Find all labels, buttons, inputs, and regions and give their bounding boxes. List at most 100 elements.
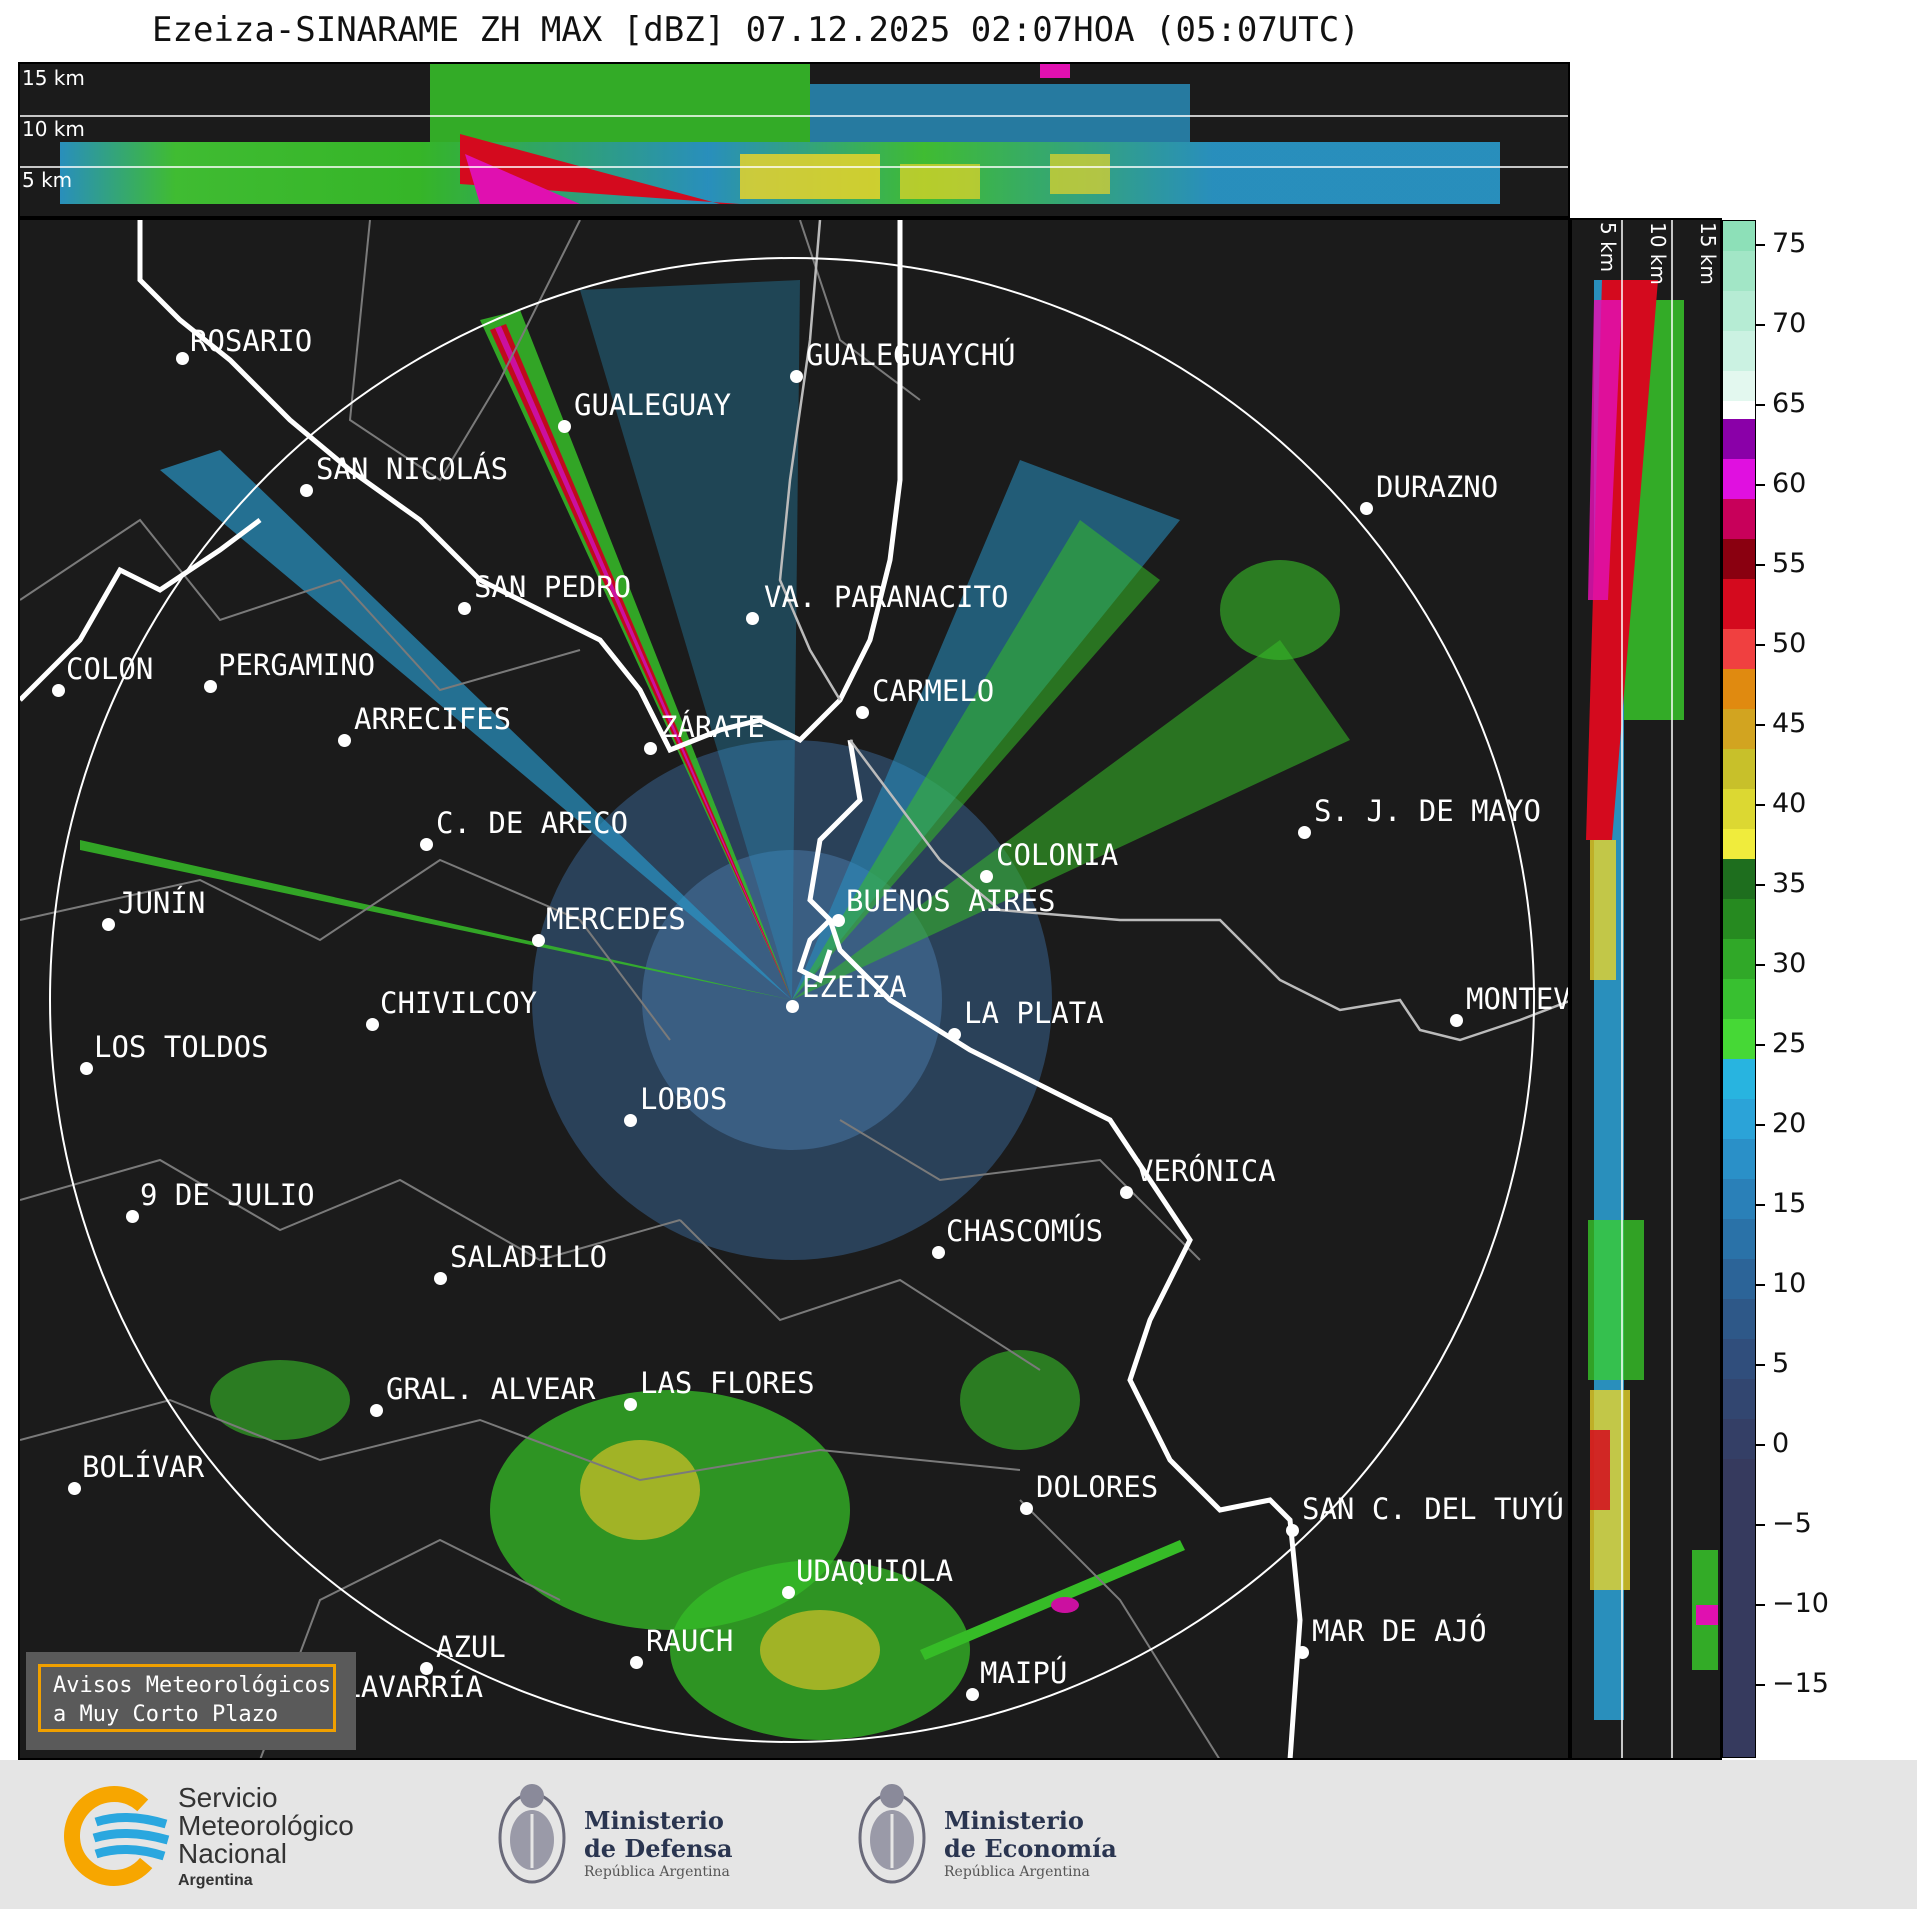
city-dot-veronica <box>1120 1186 1133 1199</box>
colorbar-label-70: 70 <box>1772 308 1807 339</box>
city-label-los-toldos: LOS TOLDOS <box>94 1030 269 1064</box>
city-label-gral-alvear: GRAL. ALVEAR <box>386 1372 596 1406</box>
city-label-dolores: DOLORES <box>1036 1470 1159 1504</box>
city-dot-maipu <box>966 1688 979 1701</box>
colorbar-label-65: 65 <box>1772 388 1807 419</box>
city-label-c-de-areco: C. DE ARECO <box>436 806 629 840</box>
colorbar-tick-55 <box>1756 564 1765 566</box>
page-title: Ezeiza-SINARAME ZH MAX [dBZ] 07.12.2025 … <box>152 10 1360 50</box>
warning-box[interactable]: Avisos Meteorológicos a Muy Corto Plazo <box>26 1652 356 1750</box>
city-label-colon: COLON <box>66 652 154 686</box>
smn-line-2: Meteorológico <box>178 1810 354 1841</box>
colorbar-label-minus-15: −15 <box>1772 1668 1829 1699</box>
city-label-pergamino: PERGAMINO <box>218 648 376 682</box>
colorbar-label-75: 75 <box>1772 228 1807 259</box>
city-dot-junin <box>102 918 115 931</box>
economia-line-1: Ministerio <box>944 1806 1084 1835</box>
city-dot-saladillo <box>434 1272 447 1285</box>
colorbar-tick-60 <box>1756 484 1765 486</box>
city-label-zarate: ZÁRATE <box>660 710 765 744</box>
city-dot-c-de-areco <box>420 838 433 851</box>
city-dot-rauch <box>630 1656 643 1669</box>
city-dot-san-c-del-tuyu <box>1286 1524 1299 1537</box>
uruguay-coast <box>778 220 1568 1042</box>
colorbar-tick-minus-5 <box>1756 1524 1765 1526</box>
colorbar-tick-50 <box>1756 644 1765 646</box>
right-cross-section-panel: 5 km 10 km 15 km <box>1570 218 1722 1760</box>
city-dot-9-de-julio <box>126 1210 139 1223</box>
city-label-lobos: LOBOS <box>640 1082 728 1116</box>
colorbar-label-35: 35 <box>1772 868 1807 899</box>
city-dot-dolores <box>1020 1502 1033 1515</box>
city-label-va-paranacito: VA. PARANACITO <box>764 580 1009 614</box>
defensa-line-3: República Argentina <box>584 1864 730 1880</box>
colorbar-label-minus-10: −10 <box>1772 1588 1829 1619</box>
city-label-durazno: DURAZNO <box>1376 470 1499 504</box>
colorbar-tick-20 <box>1756 1124 1765 1126</box>
city-label-mar-de-ajo: MAR DE AJÓ <box>1312 1614 1487 1648</box>
radar-echoes <box>80 280 1350 1740</box>
city-label-carmelo: CARMELO <box>872 674 995 708</box>
city-label-gualeguaychu: GUALEGUAYCHÚ <box>806 338 1016 372</box>
warning-line-1: Avisos Meteorológicos <box>53 1673 332 1698</box>
colorbar-tick-70 <box>1756 324 1765 326</box>
city-dot-gualeguay <box>558 420 571 433</box>
right-cross-section-echoes <box>1586 220 1718 1758</box>
colorbar-label-40: 40 <box>1772 788 1807 819</box>
smn-line-1: Servicio <box>178 1782 278 1813</box>
city-dot-carmelo <box>856 706 869 719</box>
city-label-saladillo: SALADILLO <box>450 1240 608 1274</box>
city-dot-montevideo <box>1450 1014 1463 1027</box>
economia-line-2: de Economía <box>944 1834 1117 1863</box>
city-dot-gualeguaychu <box>790 370 803 383</box>
city-label-rosario: ROSARIO <box>190 324 313 358</box>
warning-box-inner: Avisos Meteorológicos a Muy Corto Plazo <box>38 1664 336 1732</box>
colorbar-label-50: 50 <box>1772 628 1807 659</box>
city-label-ezeiza: EZEIZA <box>802 970 907 1004</box>
city-dot-zarate <box>644 742 657 755</box>
city-dot-durazno <box>1360 502 1373 515</box>
colorbar-tick-25 <box>1756 1044 1765 1046</box>
economia-line-3: República Argentina <box>944 1864 1090 1880</box>
city-label-san-c-del-tuyu: SAN C. DEL TUYÚ <box>1302 1492 1564 1526</box>
colorbar-tick-65 <box>1756 404 1765 406</box>
colorbar-tick-40 <box>1756 804 1765 806</box>
colorbar-label-30: 30 <box>1772 948 1807 979</box>
colorbar-tick-15 <box>1756 1204 1765 1206</box>
colorbar-label-10: 10 <box>1772 1268 1807 1299</box>
range-ring <box>49 257 1535 1743</box>
colorbar-tick-45 <box>1756 724 1765 726</box>
defensa-line-2: de Defensa <box>584 1834 733 1863</box>
top-label-5km: 5 km <box>22 168 73 192</box>
colorbar-label-45: 45 <box>1772 708 1807 739</box>
city-label-udaquiola: UDAQUIOLA <box>796 1554 954 1588</box>
city-dot-chivilcoy <box>366 1018 379 1031</box>
city-label-arrecifes: ARRECIFES <box>354 702 512 736</box>
colorbar-label-20: 20 <box>1772 1108 1807 1139</box>
right-label-15km: 15 km <box>1696 222 1720 285</box>
city-label-san-pedro: SAN PEDRO <box>474 570 632 604</box>
colorbar-tick-35 <box>1756 884 1765 886</box>
smn-line-4: Argentina <box>178 1872 253 1889</box>
city-label-gualeguay: GUALEGUAY <box>574 388 732 422</box>
defensa-line-1: Ministerio <box>584 1806 724 1835</box>
city-label-9-de-julio: 9 DE JULIO <box>140 1178 315 1212</box>
city-dot-pergamino <box>204 680 217 693</box>
city-dot-mar-de-ajo <box>1296 1646 1309 1659</box>
city-dot-buenos-aires <box>832 914 845 927</box>
city-label-veronica: VERÓNICA <box>1136 1154 1276 1188</box>
economia-seal-icon <box>858 1784 926 1884</box>
city-dot-ezeiza <box>786 1000 799 1013</box>
colorbar-label-60: 60 <box>1772 468 1807 499</box>
colorbar-label-15: 15 <box>1772 1188 1807 1219</box>
radar-map-svg <box>20 220 1568 1758</box>
colorbar-tick-75 <box>1756 244 1765 246</box>
colorbar-tick-0 <box>1756 1444 1765 1446</box>
city-label-chivilcoy: CHIVILCOY <box>380 986 538 1020</box>
city-dot-bolivar <box>68 1482 81 1495</box>
city-label-mercedes: MERCEDES <box>546 902 686 936</box>
colorbar-label-25: 25 <box>1772 1028 1807 1059</box>
colorbar-label-55: 55 <box>1772 548 1807 579</box>
city-label-sj-de-mayo: S. J. DE MAYO <box>1314 794 1541 828</box>
city-label-la-plata: LA PLATA <box>964 996 1104 1030</box>
